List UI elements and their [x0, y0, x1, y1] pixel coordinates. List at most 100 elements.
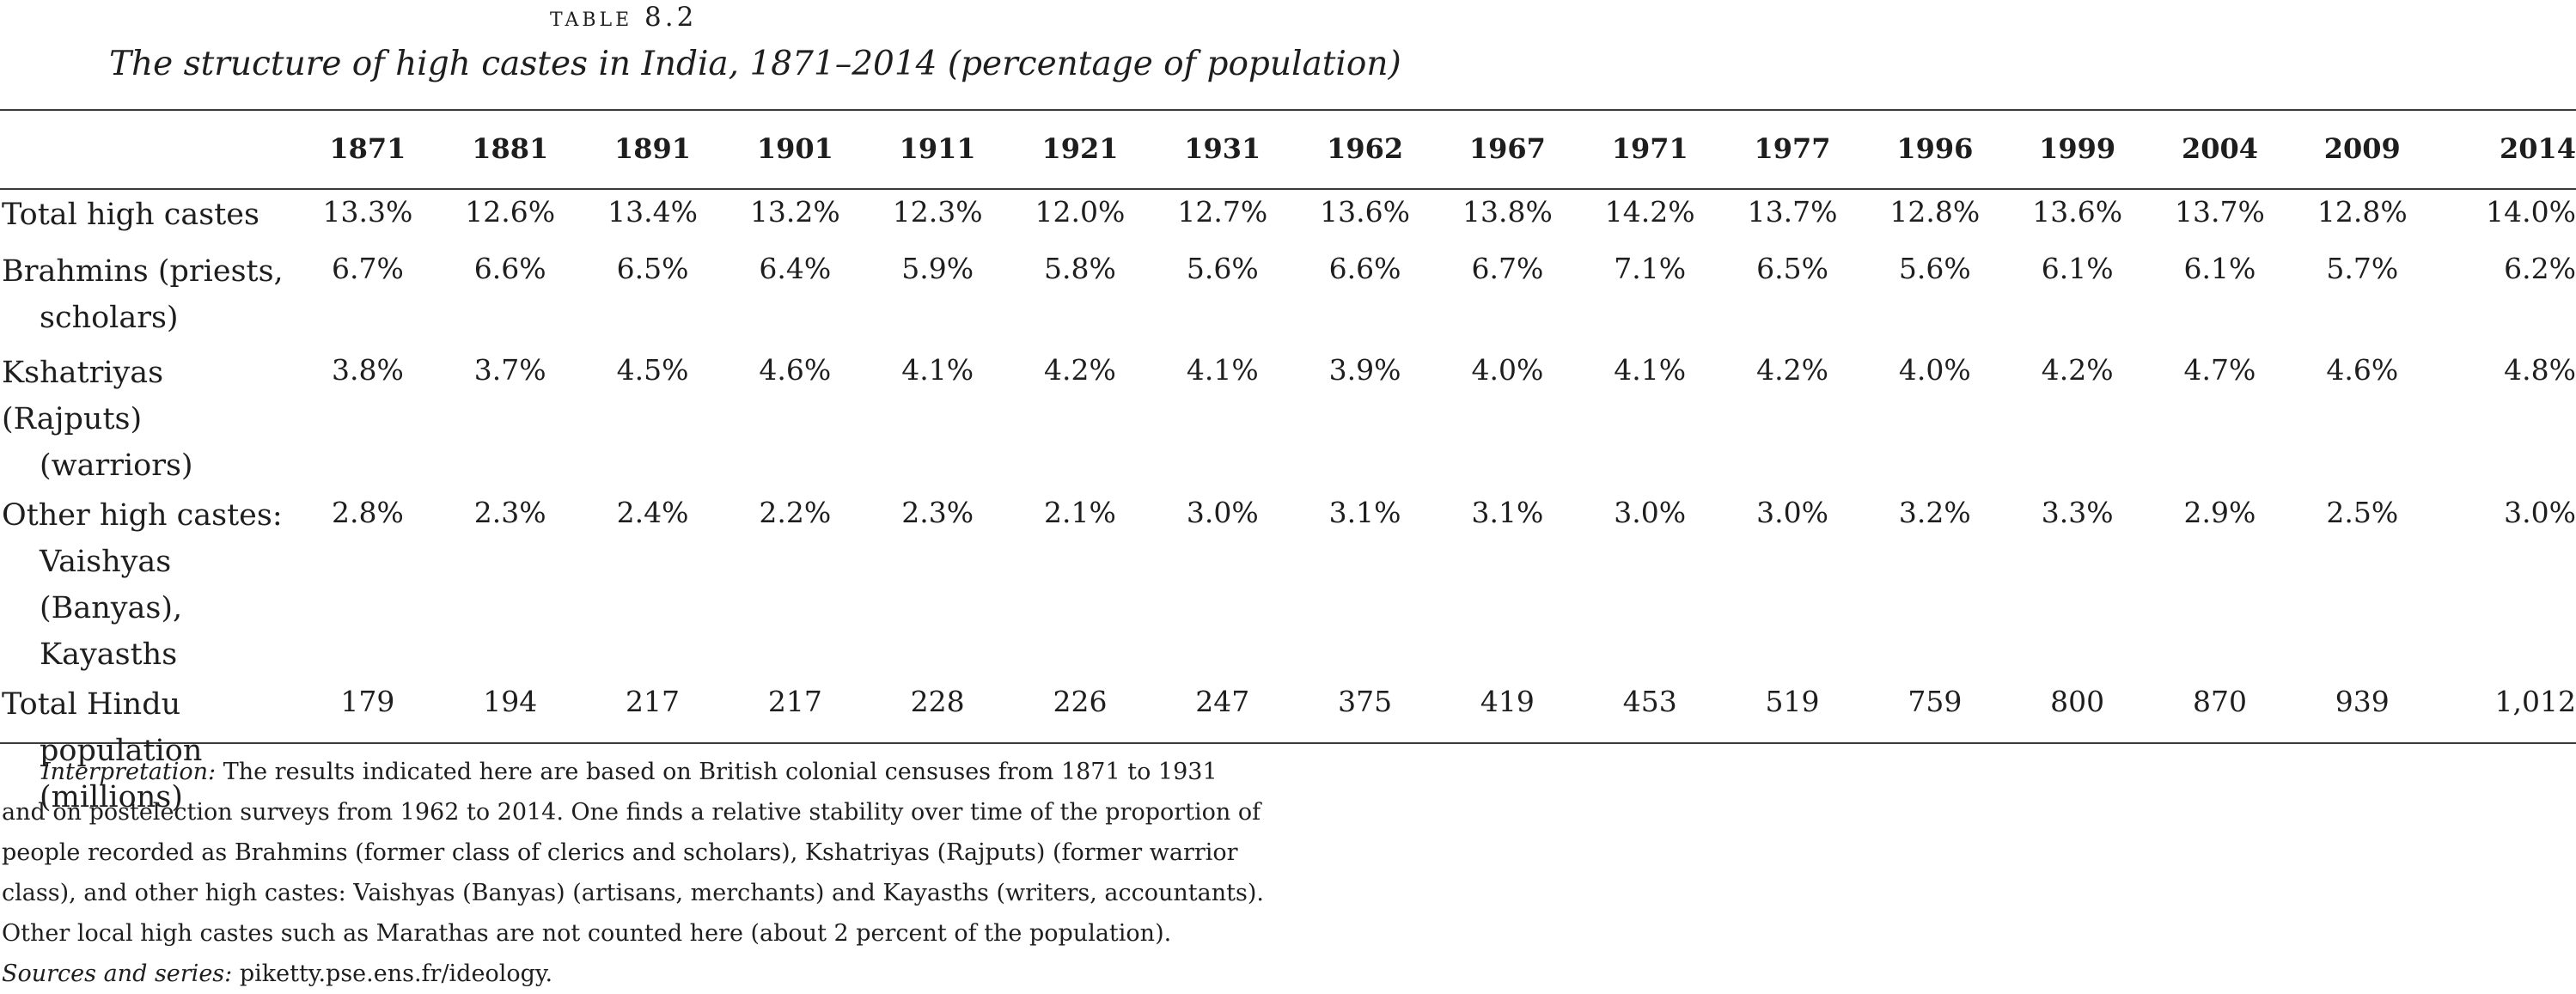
- table-cell: 226: [1053, 685, 1108, 718]
- table-cell: 375: [1338, 685, 1393, 718]
- table-cell: 6.5%: [1756, 252, 1828, 285]
- column-header-year: 1881: [472, 132, 549, 165]
- table-cell: 228: [910, 685, 965, 718]
- column-header-year: 1999: [2039, 132, 2116, 165]
- table-cell: 3.1%: [1471, 496, 1544, 529]
- table-cell: 13.7%: [1747, 195, 1838, 229]
- table-cell: 939: [2335, 685, 2390, 718]
- sources-text: piketty.pse.ens.fr/ideology.: [232, 960, 553, 987]
- table-cell: 4.1%: [1186, 353, 1259, 387]
- table-cell: 2.4%: [616, 496, 689, 529]
- table-cell: 4.1%: [1614, 353, 1687, 387]
- table-cell: 13.8%: [1462, 195, 1553, 229]
- table-cell: 13.4%: [607, 195, 698, 229]
- header-corner: [0, 109, 296, 188]
- row-label-line: Vaishyas (Banyas),: [40, 545, 183, 625]
- data-table-container: 1871 1881 1891 1901 1911 1921 1931 1962 1967 1971…: [0, 109, 2576, 829]
- table-cell: 2.1%: [1044, 496, 1116, 529]
- table-cell: 12.8%: [2317, 195, 2408, 229]
- row-label-line: (warriors): [40, 448, 193, 483]
- row-label: Brahmins (priests, scholars): [0, 245, 296, 346]
- table-cell: 759: [1908, 685, 1963, 718]
- table-cell: 13.6%: [2032, 195, 2123, 229]
- column-header-year: 2009: [2323, 132, 2401, 165]
- table-cell: 14.2%: [1604, 195, 1695, 229]
- table-row: Other high castes: Vaishyas (Banyas), Kaya…: [0, 489, 2576, 678]
- column-header-year: 1911: [899, 132, 976, 165]
- table-cell: 4.2%: [1044, 353, 1116, 387]
- table-cell: 6.2%: [2504, 252, 2576, 285]
- column-header-year: 1891: [614, 132, 692, 165]
- table-cell: 4.6%: [2326, 353, 2399, 387]
- row-label-line: Other high castes:: [2, 498, 283, 533]
- header-row: 1871 1881 1891 1901 1911 1921 1931 1962 1967 1971…: [0, 109, 2576, 188]
- table-cell: 4.8%: [2504, 353, 2576, 387]
- table-cell: 6.1%: [2183, 252, 2256, 285]
- table-cell: 217: [767, 685, 822, 718]
- notes-paragraph: Interpretation: The results indicated he…: [2, 752, 1265, 994]
- table-cell: 6.6%: [1328, 252, 1401, 285]
- table-cell: 1,012: [2494, 685, 2576, 718]
- table-cell: 2.3%: [901, 496, 974, 529]
- row-label: Other high castes: Vaishyas (Banyas), Kaya…: [0, 489, 296, 678]
- column-header-year: 1871: [329, 132, 406, 165]
- column-header-year: 1977: [1754, 132, 1831, 165]
- table-cell: 5.6%: [1186, 252, 1259, 285]
- table-cell: 3.3%: [2041, 496, 2114, 529]
- sources-label: Sources and series:: [2, 960, 233, 987]
- table-cell: 4.2%: [1756, 353, 1828, 387]
- table-cell: 453: [1622, 685, 1677, 718]
- table-cell: 12.7%: [1177, 195, 1268, 229]
- table-cell: 519: [1765, 685, 1820, 718]
- table-cell: 4.5%: [616, 353, 689, 387]
- table-cell: 13.7%: [2175, 195, 2265, 229]
- table-row: Brahmins (priests, scholars) 6.7% 6.6% 6.5% 6…: [0, 245, 2576, 346]
- table-cell: 3.0%: [1756, 496, 1828, 529]
- table-cell: 179: [340, 685, 395, 718]
- row-label-line: Kshatriyas (Rajputs): [2, 356, 164, 436]
- table-cell: 4.7%: [2183, 353, 2256, 387]
- row-label-line: scholars): [40, 301, 179, 335]
- table-cell: 6.7%: [1471, 252, 1544, 285]
- column-header-year: 1901: [756, 132, 833, 165]
- row-label-line: Total Hindu: [2, 687, 181, 722]
- column-header-year: 1971: [1611, 132, 1688, 165]
- column-header-year: 1931: [1184, 132, 1261, 165]
- table-cell: 7.1%: [1614, 252, 1687, 285]
- row-label: Kshatriyas (Rajputs) (warriors): [0, 346, 296, 489]
- table-cell: 4.2%: [2041, 353, 2114, 387]
- table-cell: 5.6%: [1898, 252, 1971, 285]
- table-cell: 217: [626, 685, 681, 718]
- table-cell: 194: [483, 685, 538, 718]
- table-title: The structure of high castes in India, 1…: [109, 45, 1401, 83]
- caste-structure-table: 1871 1881 1891 1901 1911 1921 1931 1962 1967 1971…: [0, 109, 2576, 829]
- table-cell: 12.3%: [892, 195, 983, 229]
- row-label-line: Brahmins (priests,: [2, 254, 284, 289]
- table-row: Kshatriyas (Rajputs) (warriors) 3.8% 3.7% 4.…: [0, 346, 2576, 489]
- interpretation-text: The results indicated here are based on …: [2, 759, 1264, 947]
- column-header-year: 1967: [1468, 132, 1546, 165]
- top-rule: [0, 109, 2576, 111]
- table-cell: 12.8%: [1889, 195, 1981, 229]
- table-cell: 3.1%: [1328, 496, 1401, 529]
- table-cell: 2.8%: [331, 496, 404, 529]
- table-cell: 13.3%: [322, 195, 413, 229]
- column-header-year: 2004: [2181, 132, 2258, 165]
- table-cell: 3.0%: [1186, 496, 1259, 529]
- table-cell: 419: [1480, 685, 1535, 718]
- table-cell: 2.2%: [759, 496, 832, 529]
- table-cell: 2.3%: [473, 496, 546, 529]
- header-rule: [0, 188, 2576, 190]
- table-body: Total high castes 13.3% 12.6% 13.4% 13.2% 12.…: [0, 188, 2576, 829]
- table-cell: 5.7%: [2326, 252, 2399, 285]
- table-cell: 3.7%: [473, 353, 546, 387]
- row-label-line: population: [40, 734, 203, 768]
- column-header-year: 1921: [1041, 132, 1119, 165]
- table-cell: 247: [1195, 685, 1250, 718]
- row-label: Total high castes: [0, 188, 296, 245]
- table-cell: 6.1%: [2041, 252, 2114, 285]
- table-cell: 13.6%: [1320, 195, 1411, 229]
- table-cell: 5.9%: [901, 252, 974, 285]
- table-cell: 4.6%: [759, 353, 832, 387]
- table-cell: 6.5%: [616, 252, 689, 285]
